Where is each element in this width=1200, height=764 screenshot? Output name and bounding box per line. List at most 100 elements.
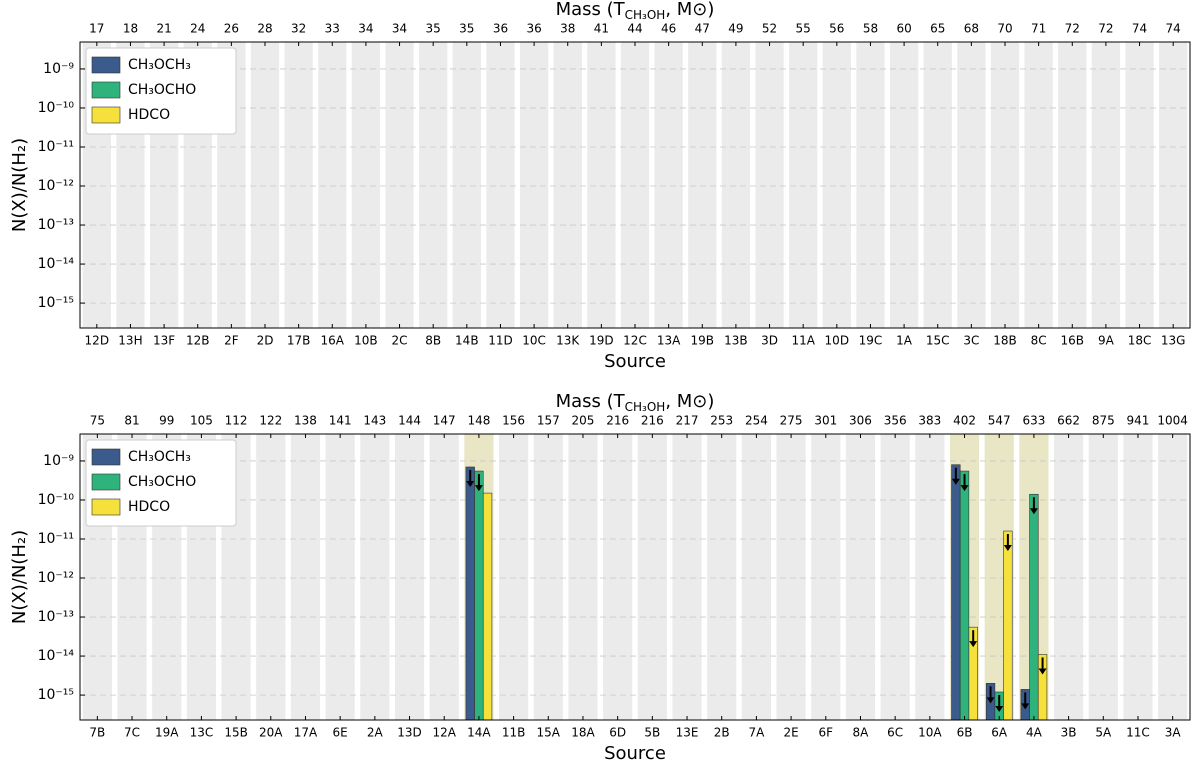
- category-band: [256, 434, 286, 720]
- y-tick-label: 10⁻¹¹: [38, 531, 74, 547]
- legend-box: [85, 439, 237, 527]
- mass-tick-label: 301: [814, 414, 837, 428]
- mass-tick-label: 147: [433, 414, 456, 428]
- category-band: [923, 42, 952, 328]
- mass-tick-label: 275: [780, 414, 803, 428]
- mass-tick-label: 65: [930, 22, 945, 36]
- x-tick-label: 13K: [556, 334, 580, 348]
- y-tick-label: 10⁻⁹: [43, 453, 74, 469]
- category-band: [351, 42, 381, 328]
- x-tick-label: 3C: [963, 334, 979, 348]
- category-band: [1024, 42, 1053, 328]
- x-tick-label: 13H: [118, 334, 142, 348]
- legend-label: HDCO: [128, 107, 170, 123]
- x-tick-label: 15C: [926, 334, 950, 348]
- mass-tick-label: 24: [190, 22, 205, 36]
- category-band: [1054, 434, 1084, 720]
- upper-limit-arrow: [466, 469, 475, 487]
- mass-tick-label: 70: [997, 22, 1012, 36]
- category-band: [776, 434, 806, 720]
- x-tick-label: 13F: [153, 334, 175, 348]
- category-band: [654, 42, 683, 328]
- mass-tick-label: 81: [124, 414, 139, 428]
- mass-tick-label: 36: [526, 22, 541, 36]
- x-tick-label: 1A: [896, 334, 913, 348]
- upper-limit-arrow: [995, 695, 1004, 713]
- x-tick-label: 10C: [522, 334, 546, 348]
- mass-tick-label: 216: [606, 414, 629, 428]
- category-band: [688, 42, 717, 328]
- x-tick-label: 5A: [1095, 726, 1112, 740]
- mass-tick-label: 36: [493, 22, 508, 36]
- mass-tick-label: 72: [1098, 22, 1113, 36]
- x-tick-label: 13C: [190, 726, 214, 740]
- mass-tick-label: 143: [363, 414, 386, 428]
- legend-label: CH₃OCHO: [128, 82, 196, 98]
- x-tick-label: 2E: [783, 726, 798, 740]
- category-band: [811, 434, 841, 720]
- mass-tick-label: 633: [1022, 414, 1045, 428]
- category-band: [553, 42, 582, 328]
- mass-tick-label: 99: [159, 414, 174, 428]
- upper-limit-arrow: [474, 474, 483, 492]
- mass-tick-label: 46: [661, 22, 676, 36]
- y-tick-label: 10⁻¹²: [38, 178, 74, 194]
- x-tick-label: 19A: [155, 726, 179, 740]
- bar: [959, 470, 970, 721]
- mass-tick-label: 35: [459, 22, 474, 36]
- x-tick-label: 2A: [367, 726, 384, 740]
- x-tick-label: 6F: [819, 726, 834, 740]
- x-tick-label: 7A: [748, 726, 765, 740]
- x-tick-label: 9A: [1098, 334, 1115, 348]
- x-tick-label: 11A: [791, 334, 815, 348]
- category-band: [499, 434, 529, 720]
- legend-swatch: [91, 56, 121, 74]
- legend-label: HDCO: [128, 499, 170, 515]
- y-tick-label: 10⁻¹⁴: [38, 256, 75, 272]
- x-tick-label: 17B: [287, 334, 311, 348]
- bar: [1003, 530, 1013, 721]
- category-band: [452, 42, 481, 328]
- x-tick-label: 14B: [455, 334, 479, 348]
- category-band: [990, 42, 1020, 328]
- y-tick-label: 10⁻¹⁵: [38, 295, 74, 311]
- x-tick-label: 2D: [257, 334, 274, 348]
- category-band: [822, 42, 851, 328]
- x-tick-label: 11D: [488, 334, 513, 348]
- x-tick-label: 15B: [224, 726, 248, 740]
- x-tick-label: 17A: [294, 726, 318, 740]
- category-band: [533, 434, 563, 720]
- bar: [482, 492, 493, 721]
- upper-limit-arrow: [1029, 497, 1038, 515]
- x-tick-label: 13A: [657, 334, 681, 348]
- top-axis-title-part: , M⊙): [665, 0, 714, 20]
- upper-limit-arrow: [951, 467, 960, 485]
- category-band: [284, 42, 313, 328]
- top-axis-title: Mass (TCH₃OH, M⊙): [556, 391, 715, 414]
- mass-tick-label: 75: [90, 414, 105, 428]
- upper-limit-arrow: [960, 474, 969, 492]
- mass-tick-label: 112: [225, 414, 248, 428]
- x-tick-label: 19D: [589, 334, 614, 348]
- mass-tick-label: 144: [398, 414, 421, 428]
- mass-tick-label: 28: [257, 22, 272, 36]
- y-tick-label: 10⁻¹⁰: [38, 492, 75, 508]
- x-tick-label: 10D: [825, 334, 850, 348]
- category-band: [915, 434, 945, 720]
- x-tick-label: 19B: [691, 334, 715, 348]
- x-tick-label: 13D: [397, 726, 422, 740]
- mass-tick-label: 44: [627, 22, 642, 36]
- x-tick-label: 8B: [425, 334, 441, 348]
- x-tick-label: 19C: [859, 334, 883, 348]
- category-band: [880, 434, 910, 720]
- category-band: [360, 434, 390, 720]
- bar: [1029, 493, 1039, 721]
- category-band: [1158, 434, 1188, 720]
- mass-tick-label: 18: [123, 22, 138, 36]
- x-tick-label: 2F: [224, 334, 239, 348]
- x-tick-label: 6D: [609, 726, 626, 740]
- mass-tick-label: 217: [676, 414, 699, 428]
- arrow-head: [466, 480, 475, 487]
- category-band: [603, 434, 633, 720]
